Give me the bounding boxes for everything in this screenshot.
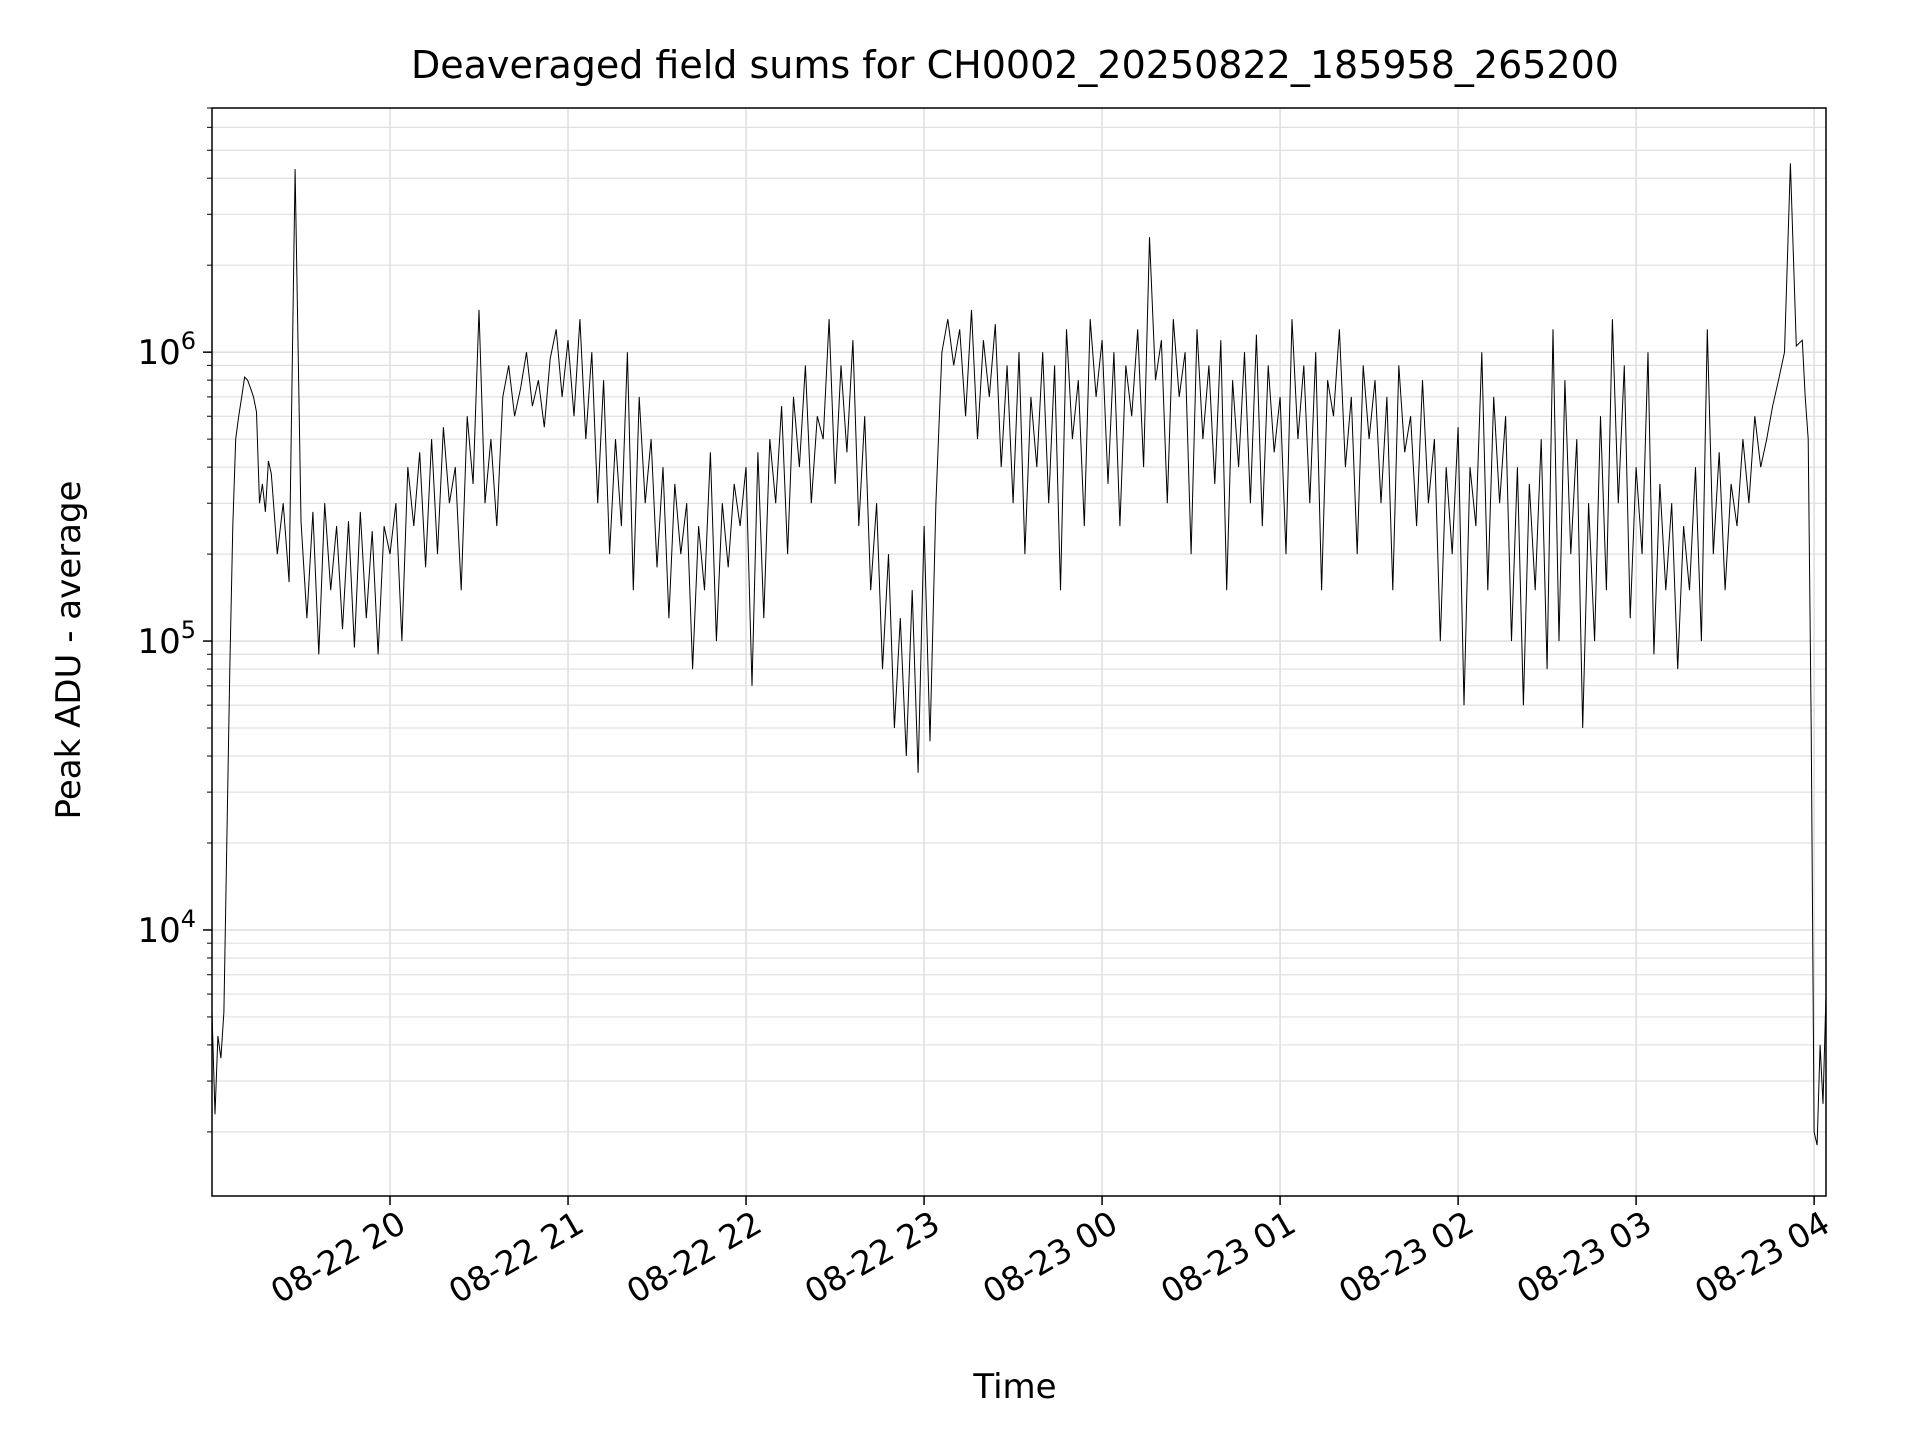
x-tick-label: 08-23 00 <box>976 1203 1124 1311</box>
major-gridlines <box>389 108 1815 1196</box>
x-tick-label: 08-23 04 <box>1688 1203 1836 1311</box>
y-tick-label: 104 <box>137 905 196 951</box>
x-tick-label: 08-22 22 <box>620 1203 768 1311</box>
y-tick-label: 105 <box>137 616 196 662</box>
chart-title: Deaveraged field sums for CH0002_2025082… <box>411 43 1619 87</box>
minor-gridlines <box>207 107 1826 1133</box>
y-tick-label: 106 <box>137 327 196 373</box>
plot-frame <box>211 107 1827 1197</box>
series-line <box>211 163 1827 1146</box>
x-tick-label: 08-22 20 <box>264 1203 412 1311</box>
x-tick-label: 08-22 21 <box>442 1203 590 1311</box>
x-tick-label: 08-23 01 <box>1154 1203 1302 1311</box>
x-axis-label: Time <box>972 1367 1056 1407</box>
x-tick-label: 08-23 03 <box>1510 1203 1658 1311</box>
y-axis: 104 105 106 <box>137 327 212 951</box>
x-axis: 08-22 20 08-22 21 08-22 22 08-22 23 08-23 00… <box>264 1196 1836 1311</box>
x-tick-label: 08-23 02 <box>1332 1203 1480 1311</box>
y-axis-label: Peak ADU - average <box>49 481 89 820</box>
x-tick-label: 08-22 23 <box>798 1203 946 1311</box>
